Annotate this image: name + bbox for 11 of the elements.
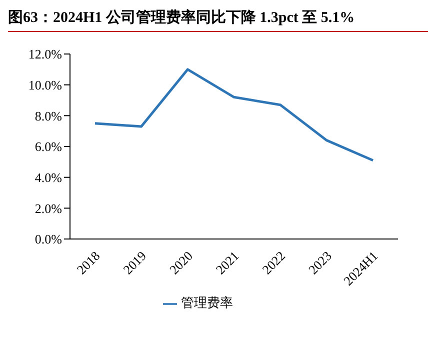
y-tick-label: 4.0% [34,170,62,185]
y-tick-label: 0.0% [34,232,62,247]
legend-label: 管理费率 [181,295,233,310]
y-tick-label: 12.0% [28,46,62,62]
y-tick-label: 8.0% [34,108,62,124]
chart-title: 图63：2024H1 公司管理费率同比下降 1.3pct 至 5.1% [8,8,428,32]
y-tick-label: 6.0% [34,139,62,154]
y-tick-label: 10.0% [28,77,62,92]
y-tick-label: 2.0% [34,200,62,216]
line-series [94,68,374,162]
x-tick-label: 2021 [212,248,242,278]
